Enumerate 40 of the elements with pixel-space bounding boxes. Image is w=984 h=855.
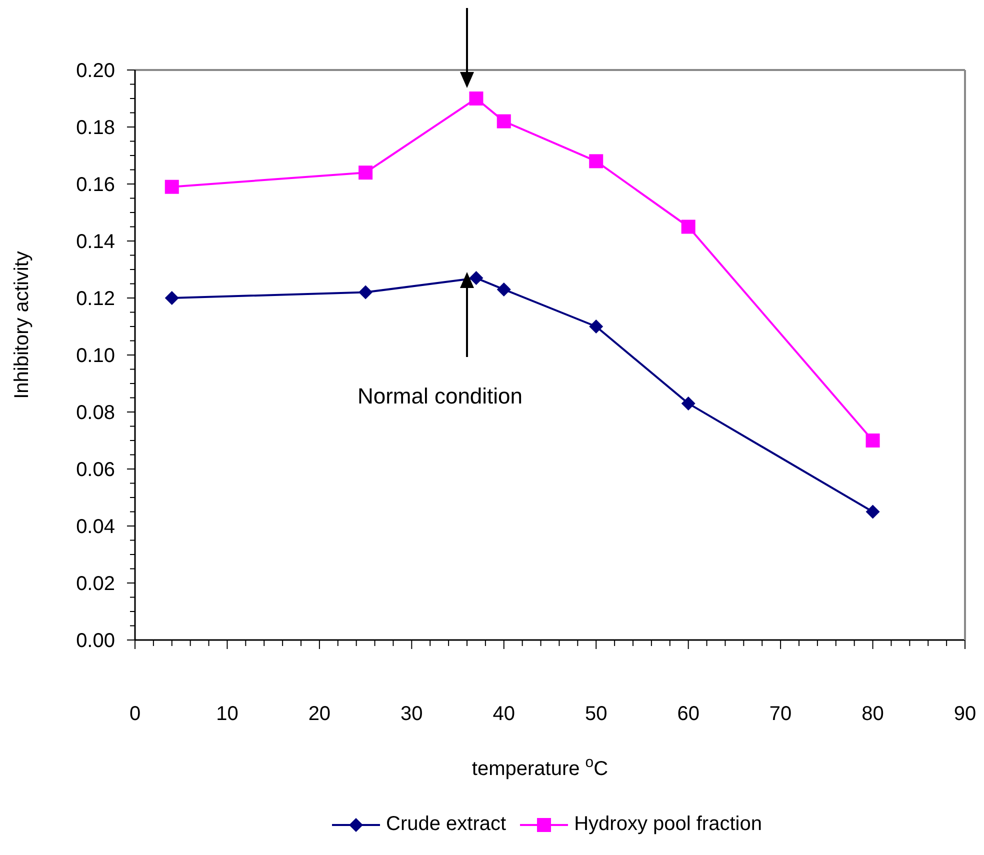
point [681, 396, 696, 410]
point [589, 154, 604, 168]
x-tick-label: 80 [862, 703, 884, 725]
y-axis-title: Inhibitory activity [11, 251, 33, 399]
y-tick-label: 0.20 [76, 60, 115, 82]
point [164, 180, 179, 194]
point [496, 114, 511, 128]
y-tick-label: 0.14 [76, 231, 115, 253]
y-tick-label: 0.10 [76, 345, 115, 367]
x-tick-label: 90 [954, 703, 976, 725]
point [589, 320, 604, 334]
point [866, 504, 880, 519]
y-tick-label: 0.04 [76, 516, 115, 538]
point [358, 285, 373, 300]
point [469, 271, 484, 286]
point [164, 291, 179, 305]
point [469, 92, 484, 106]
annotation: Normal condition [357, 384, 523, 408]
x-tick-label: 70 [769, 703, 792, 725]
y-tick-label: 0.08 [76, 402, 115, 424]
x-tick-label: 0 [129, 703, 141, 725]
y-tick-label: 0.06 [76, 459, 115, 481]
x-tick-label: 10 [216, 703, 238, 725]
point [358, 166, 373, 180]
point [681, 220, 696, 234]
y-tick-label: 0.18 [76, 117, 115, 139]
y-tick-label: 0.00 [76, 630, 115, 652]
x-tick-label: 50 [584, 703, 608, 725]
x-tick-label: 30 [400, 703, 423, 725]
x-tick-label: 60 [677, 703, 700, 725]
y-tick-label: 0.02 [76, 573, 115, 595]
legend-label: Crude extract [386, 813, 506, 836]
x-tick-label: 20 [308, 703, 331, 725]
y-tick-label: 0.16 [76, 174, 115, 196]
y-tick-label: 0.12 [76, 288, 115, 310]
point [866, 434, 880, 448]
x-tick-label: 40 [492, 703, 516, 725]
point [496, 282, 511, 296]
legend-label: Hydroxy pool fraction [574, 813, 762, 836]
x-axis-title: temperature $^{o}$C [472, 754, 608, 780]
